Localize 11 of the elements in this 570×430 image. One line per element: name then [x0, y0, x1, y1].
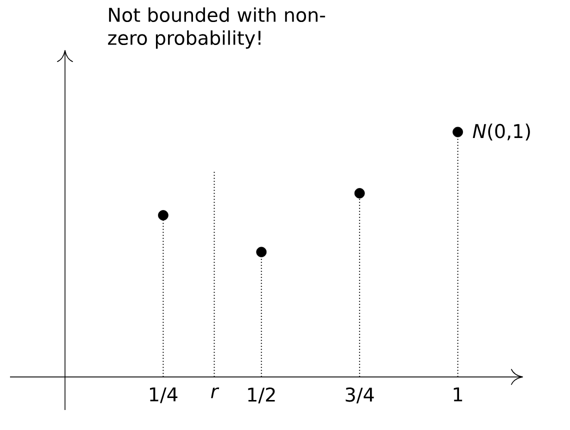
point: [452, 126, 463, 138]
point: [256, 246, 267, 258]
x-tick-label: 1: [454, 387, 462, 402]
series-label: N(0,1): [472, 124, 530, 140]
x-tick-label: 1/2: [248, 387, 275, 404]
text: Not bounded with non-zero probability!: [108, 7, 326, 49]
ref-line-label: r: [211, 387, 220, 398]
point: [354, 188, 365, 198]
x-tick-label: 1/4: [150, 387, 178, 404]
x-tick-label: 3/4: [346, 387, 374, 404]
point: [158, 210, 168, 220]
